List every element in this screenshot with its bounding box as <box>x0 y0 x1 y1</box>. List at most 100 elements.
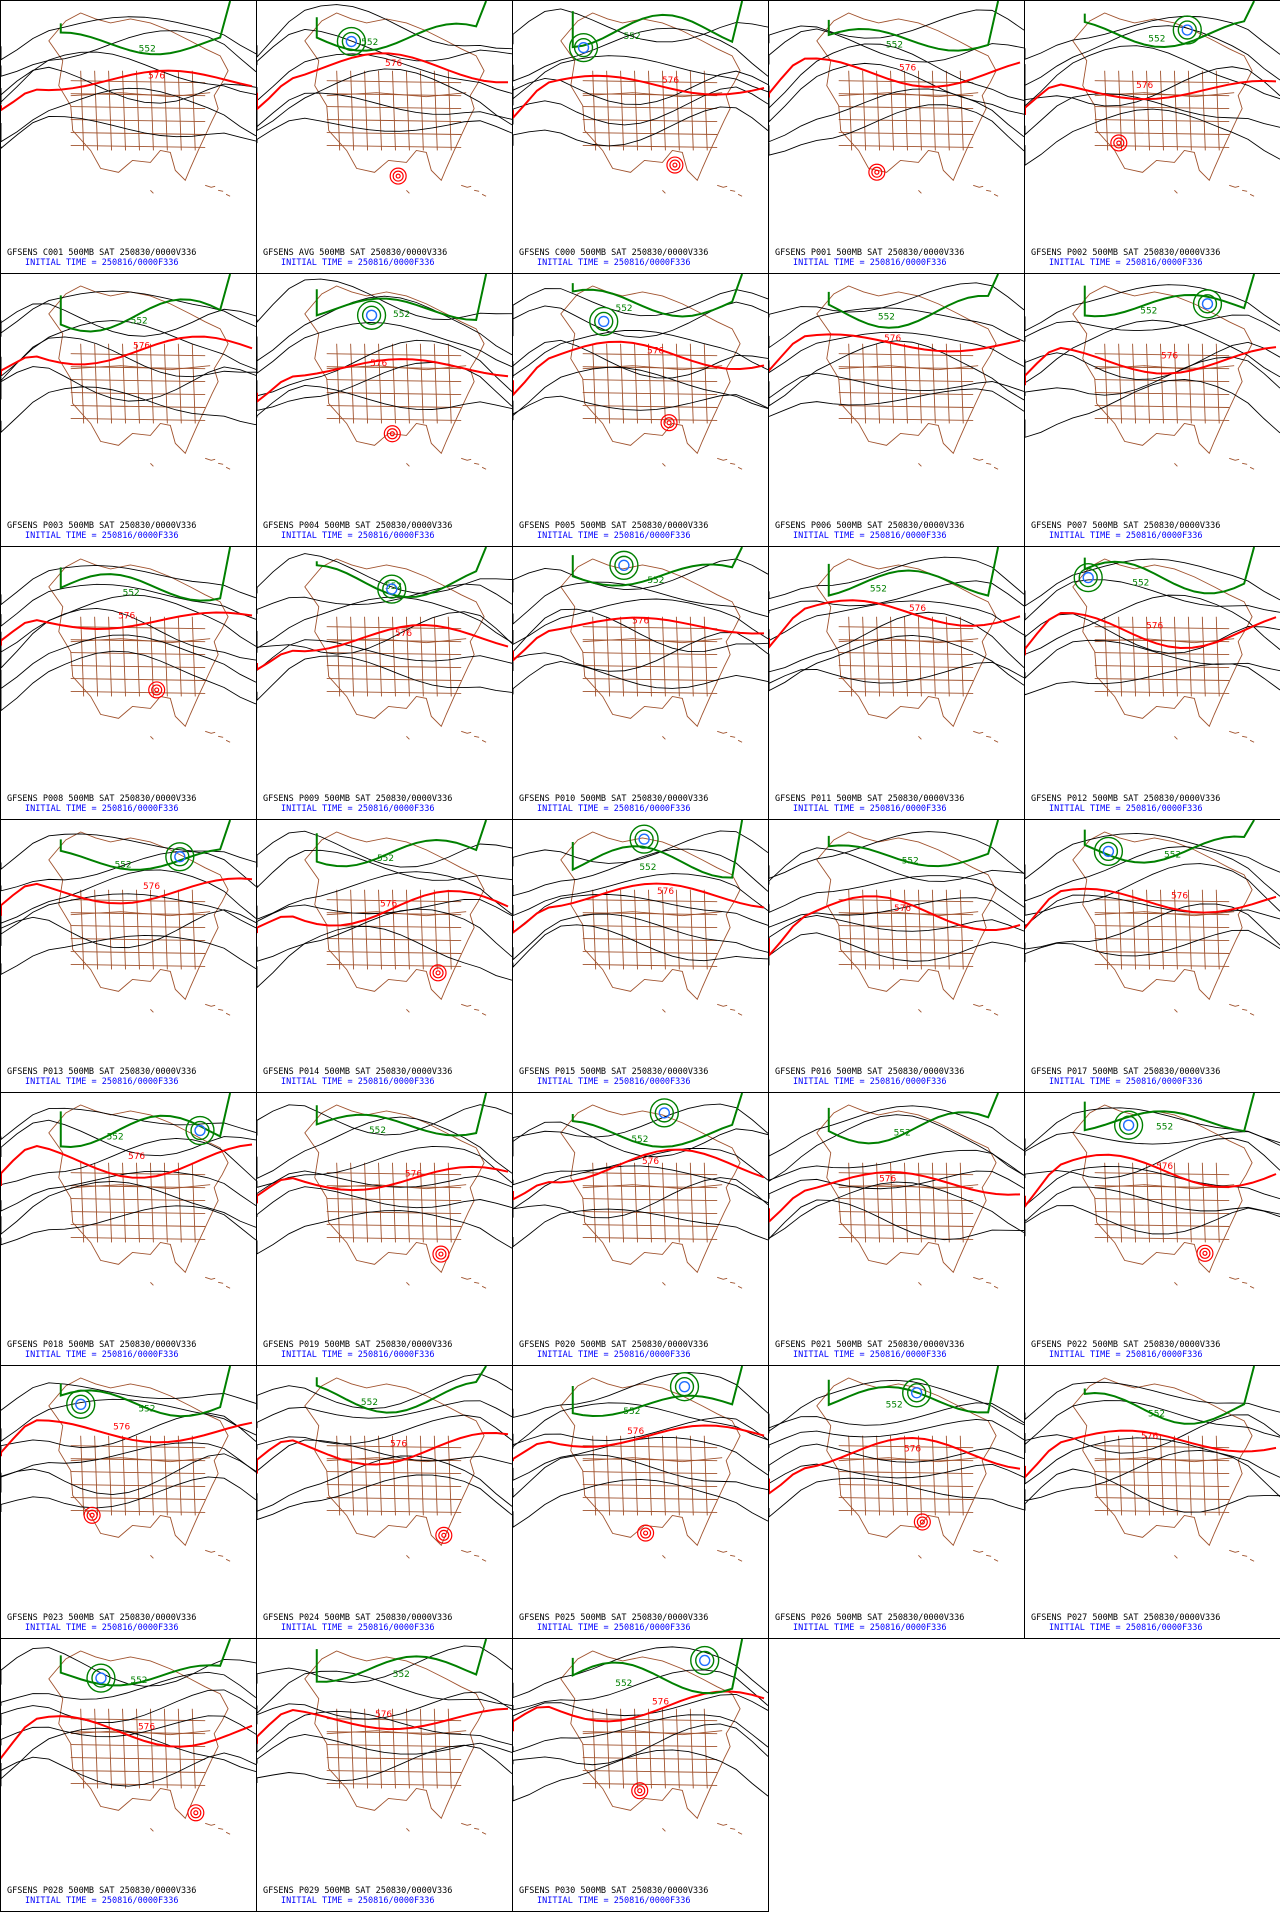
panel-caption-initial-time: INITIAL TIME = 250816/0000F336 <box>1049 1623 1203 1633</box>
contour-552-label: 552 <box>870 585 887 595</box>
closed-low-contour <box>1122 1119 1135 1131</box>
map-plot: 576 552 <box>257 274 512 470</box>
contour-552-label: 552 <box>894 1129 911 1139</box>
map-borders <box>560 12 743 197</box>
ensemble-panel-p014: 576 552 GFSENS P014 500MB SAT 250830/0000V… <box>256 819 513 1093</box>
ensemble-panel-p012: 576 552 GFSENS P012 500MB SAT 250830/0000V… <box>1024 546 1280 820</box>
panel-caption-initial-time: INITIAL TIME = 250816/0000F336 <box>793 531 947 541</box>
panel-caption-run: GFSENS P005 500MB SAT 250830/0000V336 <box>519 521 709 531</box>
panel-caption-initial-time: INITIAL TIME = 250816/0000F336 <box>25 1077 179 1087</box>
panel-caption-initial-time: INITIAL TIME = 250816/0000F336 <box>537 531 691 541</box>
contour-552-label: 552 <box>1156 1123 1173 1133</box>
cutoff-low-contour <box>660 414 678 432</box>
panel-caption-initial-time: INITIAL TIME = 250816/0000F336 <box>25 258 179 268</box>
contour-552-line <box>315 1366 487 1414</box>
panel-caption-initial-time: INITIAL TIME = 250816/0000F336 <box>25 531 179 541</box>
contour-576-label: 576 <box>662 76 679 86</box>
ensemble-panel-p021: 576 552 GFSENS P021 500MB SAT 250830/0000V… <box>768 1092 1025 1366</box>
panel-caption-run: GFSENS C001 500MB SAT 250830/0000V336 <box>7 248 197 258</box>
contour-576-label: 576 <box>385 59 402 69</box>
cutoff-low-contour <box>190 1807 202 1819</box>
map-plot: 576 552 <box>769 1366 1024 1562</box>
contour-576-line <box>1025 1429 1277 1479</box>
map-borders <box>48 1377 231 1562</box>
map-borders <box>304 1377 487 1562</box>
contour-552-line <box>571 1093 744 1148</box>
cutoff-low-contour <box>666 420 672 426</box>
closed-low-contour <box>185 1115 215 1146</box>
map-borders <box>48 1104 231 1289</box>
contour-552-line <box>59 820 232 871</box>
contour-576-line <box>513 882 765 934</box>
closed-low-contour <box>1201 298 1214 310</box>
contour-552-label: 552 <box>647 576 664 586</box>
contour-552-line <box>315 820 488 868</box>
closed-low-contour <box>1181 24 1193 36</box>
contour-552-line <box>315 1 488 52</box>
contour-576-line <box>769 1171 1021 1223</box>
contour-576-line <box>513 616 765 662</box>
cutoff-low-contour <box>438 1251 444 1257</box>
ensemble-panel-p025: 576 552 GFSENS P025 500MB SAT 250830/0000V… <box>512 1365 769 1639</box>
contour-576-line <box>257 624 509 671</box>
map-borders <box>1072 1377 1255 1562</box>
panel-caption-initial-time: INITIAL TIME = 250816/0000F336 <box>281 1623 435 1633</box>
cutoff-low-contour <box>868 163 886 181</box>
ensemble-panel-p017: 576 552 GFSENS P017 500MB SAT 250830/0000V… <box>1024 819 1280 1093</box>
contour-552-line <box>59 1639 232 1687</box>
closed-low-contour <box>649 1098 679 1128</box>
map-plot: 576 552 <box>1025 1093 1280 1289</box>
map-borders <box>48 1650 231 1835</box>
cutoff-low-contour <box>916 1516 928 1528</box>
map-plot: 576 552 <box>257 547 512 743</box>
panel-caption-run: GFSENS P003 500MB SAT 250830/0000V336 <box>7 521 197 531</box>
ensemble-panel-p022: 576 552 GFSENS P022 500MB SAT 250830/0000V… <box>1024 1092 1280 1366</box>
closed-low-contour <box>1197 294 1218 314</box>
closed-low-contour <box>577 41 590 54</box>
cutoff-low-contour <box>392 170 404 182</box>
height-contours <box>1 290 256 433</box>
ensemble-panel-p008: 576 552 GFSENS P008 500MB SAT 250830/0000V… <box>0 546 257 820</box>
closed-low-contour <box>1177 20 1197 40</box>
panel-caption-initial-time: INITIAL TIME = 250816/0000F336 <box>281 1350 435 1360</box>
map-plot: 576 552 <box>257 1639 512 1835</box>
contour-576-line <box>1 1143 253 1187</box>
map-borders <box>304 1650 487 1835</box>
contour-576-line <box>257 358 509 403</box>
contour-576-label: 576 <box>143 882 160 892</box>
height-contours <box>1 16 256 149</box>
closed-low-contour <box>165 842 195 872</box>
ensemble-panel-c000: 576 552 GFSENS C000 500MB SAT 250830/0000V… <box>512 0 769 274</box>
contour-576-line <box>1 1419 253 1457</box>
contour-552-label: 552 <box>123 588 140 598</box>
cutoff-low-contour <box>435 1526 453 1544</box>
height-contours <box>1 1647 256 1787</box>
height-contours <box>1 1382 256 1512</box>
contour-576-label: 576 <box>642 1157 659 1167</box>
contour-576-label: 576 <box>899 64 916 74</box>
cutoff-low-contour <box>919 1519 925 1525</box>
height-contours <box>257 553 512 701</box>
contour-576-label: 576 <box>133 342 150 352</box>
closed-low-contour <box>1078 567 1098 588</box>
cutoff-low-contour <box>1202 1250 1208 1256</box>
cutoff-low-contour <box>874 169 880 175</box>
height-contours <box>257 1373 512 1521</box>
contour-576-label: 576 <box>138 1722 155 1732</box>
panel-caption-run: GFSENS P011 500MB SAT 250830/0000V336 <box>775 794 965 804</box>
map-borders <box>1072 831 1255 1016</box>
contour-576-line <box>769 1437 1021 1495</box>
map-borders <box>560 285 743 470</box>
panel-caption-run: GFSENS P004 500MB SAT 250830/0000V336 <box>263 521 453 531</box>
contour-552-label: 552 <box>1164 851 1181 861</box>
cutoff-low-contour <box>389 431 395 437</box>
contour-552-label: 552 <box>1148 35 1165 45</box>
contour-552-line <box>1083 820 1255 864</box>
panel-caption-initial-time: INITIAL TIME = 250816/0000F336 <box>793 1077 947 1087</box>
contour-552-label: 552 <box>130 1676 147 1686</box>
closed-low-contour <box>170 847 190 867</box>
ensemble-panel-p023: 576 552 GFSENS P023 500MB SAT 250830/0000V… <box>0 1365 257 1639</box>
cutoff-low-contour <box>1113 137 1125 149</box>
closed-low-contour <box>365 309 378 321</box>
contour-552-label: 552 <box>615 1679 632 1689</box>
